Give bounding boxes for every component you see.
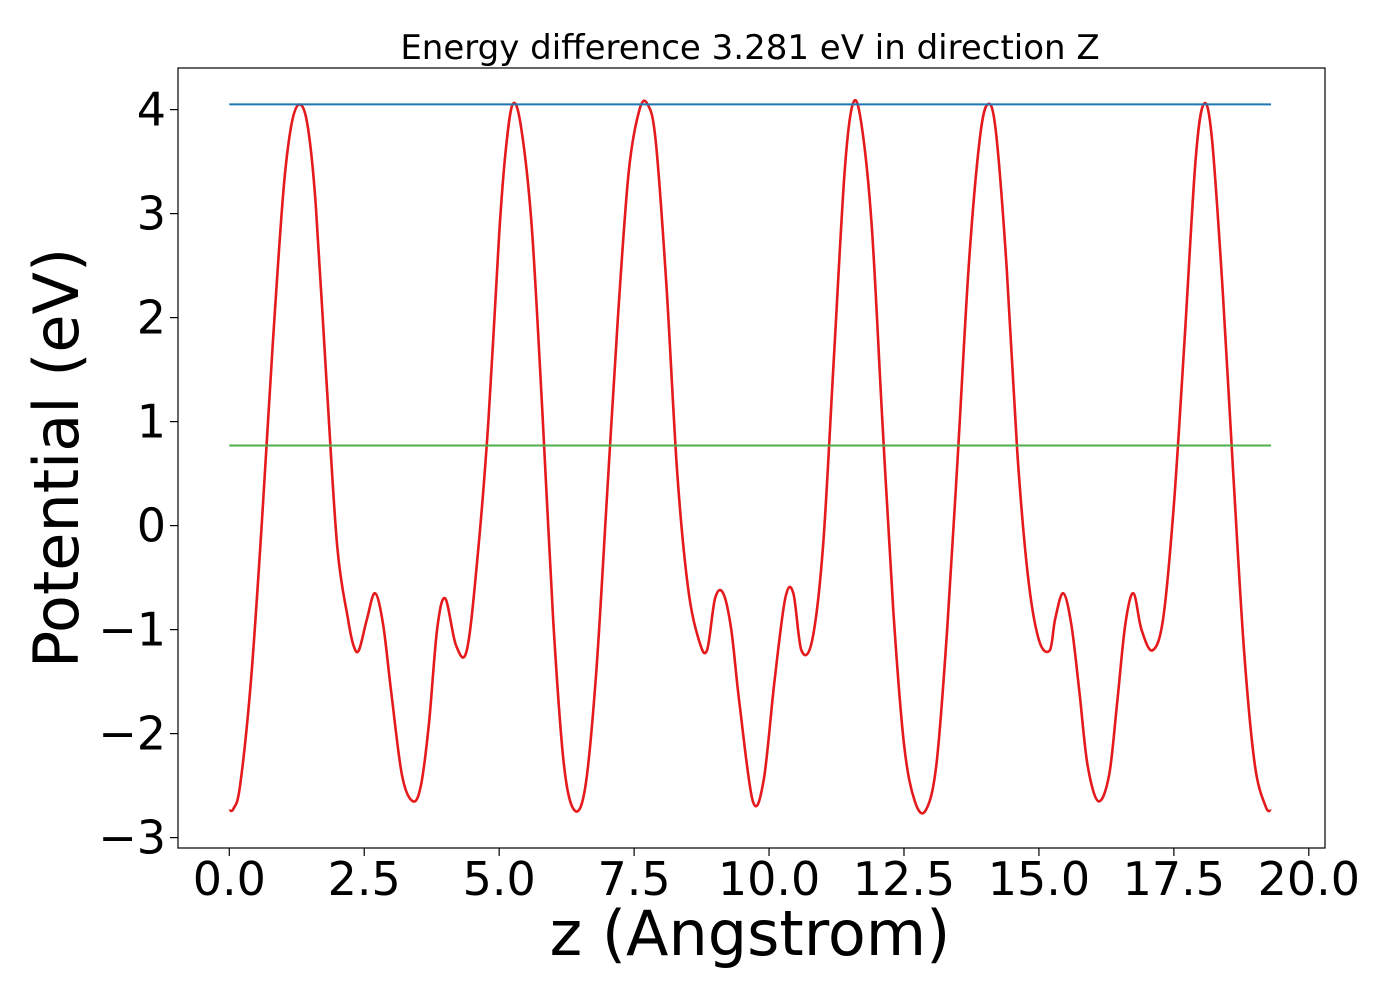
y-axis-label: Potential (eV) bbox=[20, 248, 93, 668]
y-tick-label: −3 bbox=[98, 811, 166, 865]
x-tick-label: 5.0 bbox=[463, 852, 536, 906]
plot-lines bbox=[228, 98, 1272, 815]
x-tick-label: 0.0 bbox=[193, 852, 266, 906]
y-tick-label: 4 bbox=[137, 83, 166, 137]
y-tick-label: 3 bbox=[137, 187, 166, 241]
x-tick-label: 7.5 bbox=[598, 852, 671, 906]
x-tick-label: 2.5 bbox=[328, 852, 401, 906]
y-tick-label: 2 bbox=[137, 291, 166, 345]
chart-title: Energy difference 3.281 eV in direction … bbox=[400, 28, 1099, 68]
x-tick-label: 17.5 bbox=[1123, 852, 1225, 906]
y-axis: −3 −2 −1 0 1 2 3 4 bbox=[98, 83, 178, 865]
x-tick-label: 12.5 bbox=[853, 852, 955, 906]
x-tick-label: 15.0 bbox=[988, 852, 1090, 906]
plot-frame bbox=[177, 67, 1326, 849]
x-tick-label: 20.0 bbox=[1258, 852, 1360, 906]
x-axis: 0.0 2.5 5.0 7.5 10.0 12.5 15.0 17.5 20.0 bbox=[193, 848, 1360, 906]
y-tick-label: −2 bbox=[98, 707, 166, 761]
x-tick-label: 10.0 bbox=[718, 852, 820, 906]
y-tick-label: −1 bbox=[98, 603, 166, 657]
y-tick-label: 1 bbox=[137, 395, 166, 449]
potential-curve bbox=[228, 98, 1272, 815]
x-axis-label: z (Angstrom) bbox=[550, 897, 951, 970]
y-tick-label: 0 bbox=[137, 499, 166, 553]
